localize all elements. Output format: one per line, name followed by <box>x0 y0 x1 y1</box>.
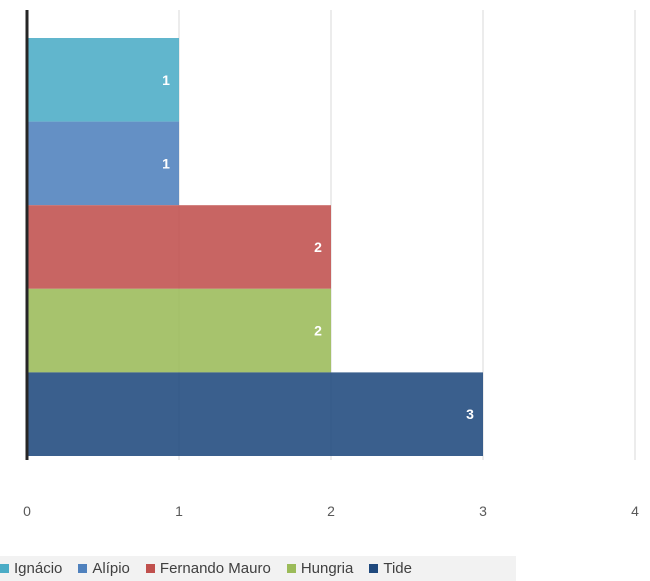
x-tick-label: 1 <box>175 503 183 519</box>
x-tick-label: 3 <box>479 503 487 519</box>
data-label: 2 <box>314 323 322 339</box>
legend-label: Ignácio <box>14 560 63 577</box>
data-label: 2 <box>314 239 322 255</box>
legend-item: Tide <box>369 560 412 577</box>
legend-swatch <box>369 564 379 573</box>
bar-al-pio <box>27 121 179 206</box>
legend-label: Tide <box>383 560 412 577</box>
data-labels: 1 1 2 2 3 <box>162 72 474 422</box>
legend-swatch <box>286 564 296 573</box>
legend-label: Fernando Mauro <box>159 560 271 577</box>
x-tick-labels: 0 1 2 3 4 <box>23 503 639 519</box>
data-label: 1 <box>162 155 170 171</box>
legend-item: Alípio <box>78 560 130 577</box>
bar-fernando-mauro <box>27 205 331 289</box>
bars <box>27 38 483 456</box>
bar-hungria <box>27 288 331 373</box>
legend-label: Hungria <box>300 560 354 577</box>
x-tick-label: 4 <box>631 503 639 519</box>
x-tick-label: 0 <box>23 503 31 519</box>
bar-tide <box>27 372 483 456</box>
data-label: 1 <box>162 72 170 88</box>
legend-label: Alípio <box>92 560 130 577</box>
legend-item: Hungria <box>286 560 354 577</box>
legend-swatch <box>0 564 9 573</box>
legend-swatch <box>145 564 155 573</box>
legend-swatch <box>78 564 88 573</box>
legend: Ignácio Alípio Fernando Mauro Hungria Tide <box>0 556 516 581</box>
x-tick-label: 2 <box>327 503 335 519</box>
legend-item: Fernando Mauro <box>145 560 271 577</box>
legend-item: Ignácio <box>0 560 62 577</box>
data-label: 3 <box>466 406 474 422</box>
bar-ign-cio <box>27 38 179 122</box>
